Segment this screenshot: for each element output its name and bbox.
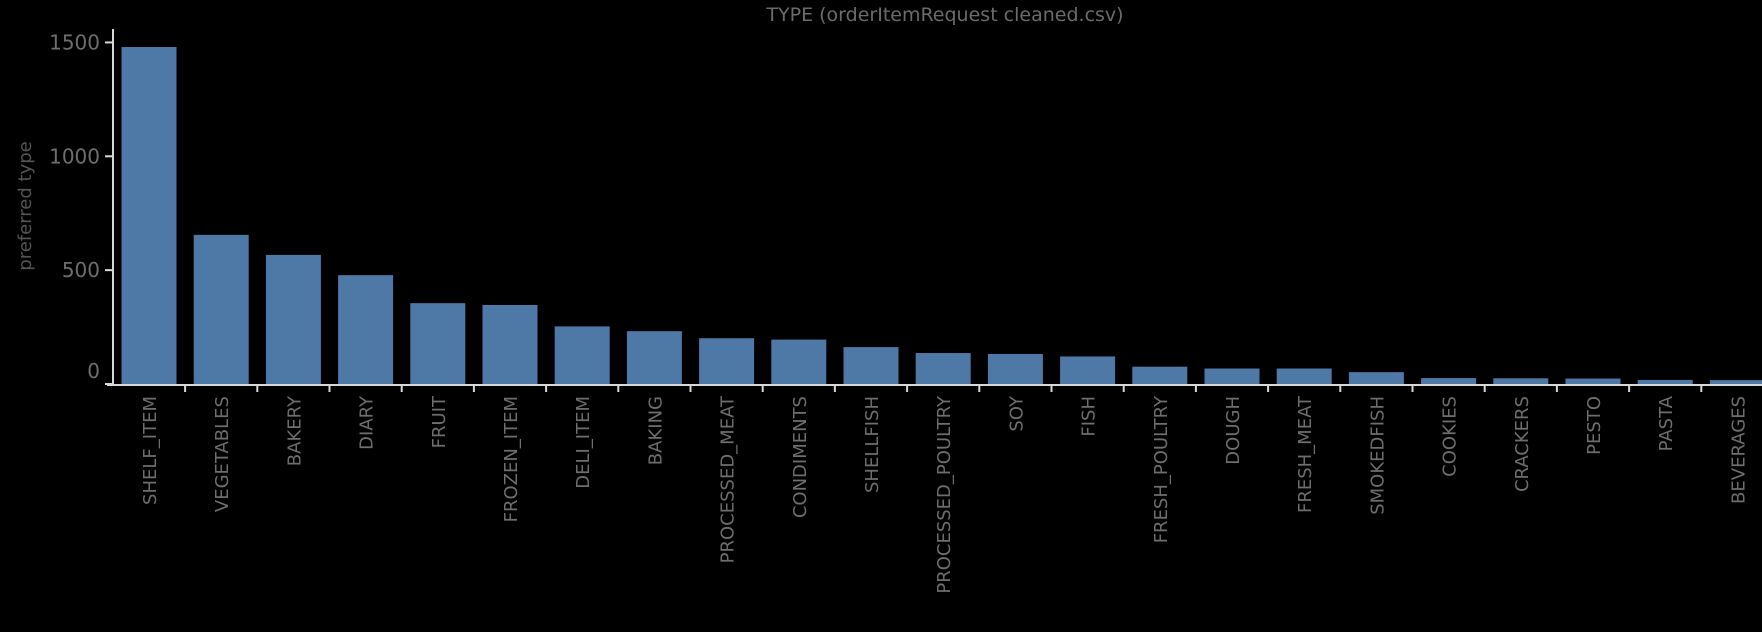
bar[interactable]: [265, 254, 321, 384]
x-tick-label: COOKIES: [1440, 396, 1461, 477]
bar[interactable]: [699, 338, 755, 384]
x-tick-label: FRESH_MEAT: [1295, 395, 1316, 513]
y-tick-label: 0: [87, 359, 100, 383]
x-tick-label: FRUIT: [429, 395, 450, 448]
x-tick-label: DIARY: [357, 395, 378, 450]
x-tick-label: DOUGH: [1223, 396, 1244, 465]
bars: [121, 47, 1762, 384]
y-tick-label: 1000: [49, 144, 100, 168]
x-tick-label: CONDIMENTS: [790, 396, 811, 518]
x-axis-ticks: SHELF_ITEM VEGETABLES BAKERY DIARY FRUIT FROZ…: [140, 385, 1749, 594]
y-axis-label: preferred type: [15, 141, 36, 270]
bar[interactable]: [915, 353, 971, 384]
x-tick-label: SHELF_ITEM: [140, 396, 161, 505]
bar[interactable]: [626, 331, 682, 384]
bar[interactable]: [1493, 378, 1549, 384]
x-tick-label: SOY: [1006, 395, 1027, 432]
bar[interactable]: [193, 234, 249, 384]
x-tick-label: PROCESSED_POULTRY: [934, 395, 955, 594]
x-tick-label: PESTO: [1584, 396, 1605, 455]
bar[interactable]: [1204, 368, 1260, 384]
x-tick-label: DELI_ITEM: [573, 396, 594, 489]
y-axis-ticks: 0 500 1000 1500: [49, 30, 113, 385]
chart-title: TYPE (orderItemRequest cleaned.csv): [765, 4, 1123, 26]
bar[interactable]: [1565, 378, 1621, 384]
bar[interactable]: [843, 347, 899, 384]
bar[interactable]: [121, 47, 177, 384]
y-tick-label: 500: [62, 258, 100, 282]
x-tick-label: BEVERAGES: [1728, 396, 1749, 504]
x-tick-label: PASTA: [1656, 395, 1677, 451]
x-tick-label: FISH: [1079, 396, 1100, 437]
x-tick-label: BAKERY: [284, 395, 305, 466]
bar[interactable]: [338, 275, 394, 384]
bar[interactable]: [482, 304, 538, 384]
bar[interactable]: [554, 326, 610, 384]
bar[interactable]: [1060, 356, 1116, 384]
x-tick-label: BAKING: [645, 396, 666, 465]
bar[interactable]: [1132, 366, 1188, 384]
bar[interactable]: [987, 353, 1043, 384]
bar[interactable]: [771, 339, 827, 384]
x-tick-label: CRACKERS: [1512, 396, 1533, 492]
x-tick-label: VEGETABLES: [212, 396, 233, 512]
bar[interactable]: [1637, 379, 1693, 384]
bar[interactable]: [1276, 368, 1332, 384]
bar[interactable]: [1709, 380, 1762, 384]
x-tick-label: FROZEN_ITEM: [501, 396, 522, 522]
x-tick-label: SMOKEDFISH: [1367, 396, 1388, 515]
bar[interactable]: [1421, 378, 1477, 384]
bar[interactable]: [410, 303, 466, 384]
y-tick-label: 1500: [49, 30, 100, 54]
x-tick-label: FRESH_POULTRY: [1151, 395, 1172, 543]
x-tick-label: SHELLFISH: [862, 396, 883, 493]
x-tick-label: PROCESSED_MEAT: [718, 395, 739, 563]
bar[interactable]: [1348, 372, 1404, 384]
